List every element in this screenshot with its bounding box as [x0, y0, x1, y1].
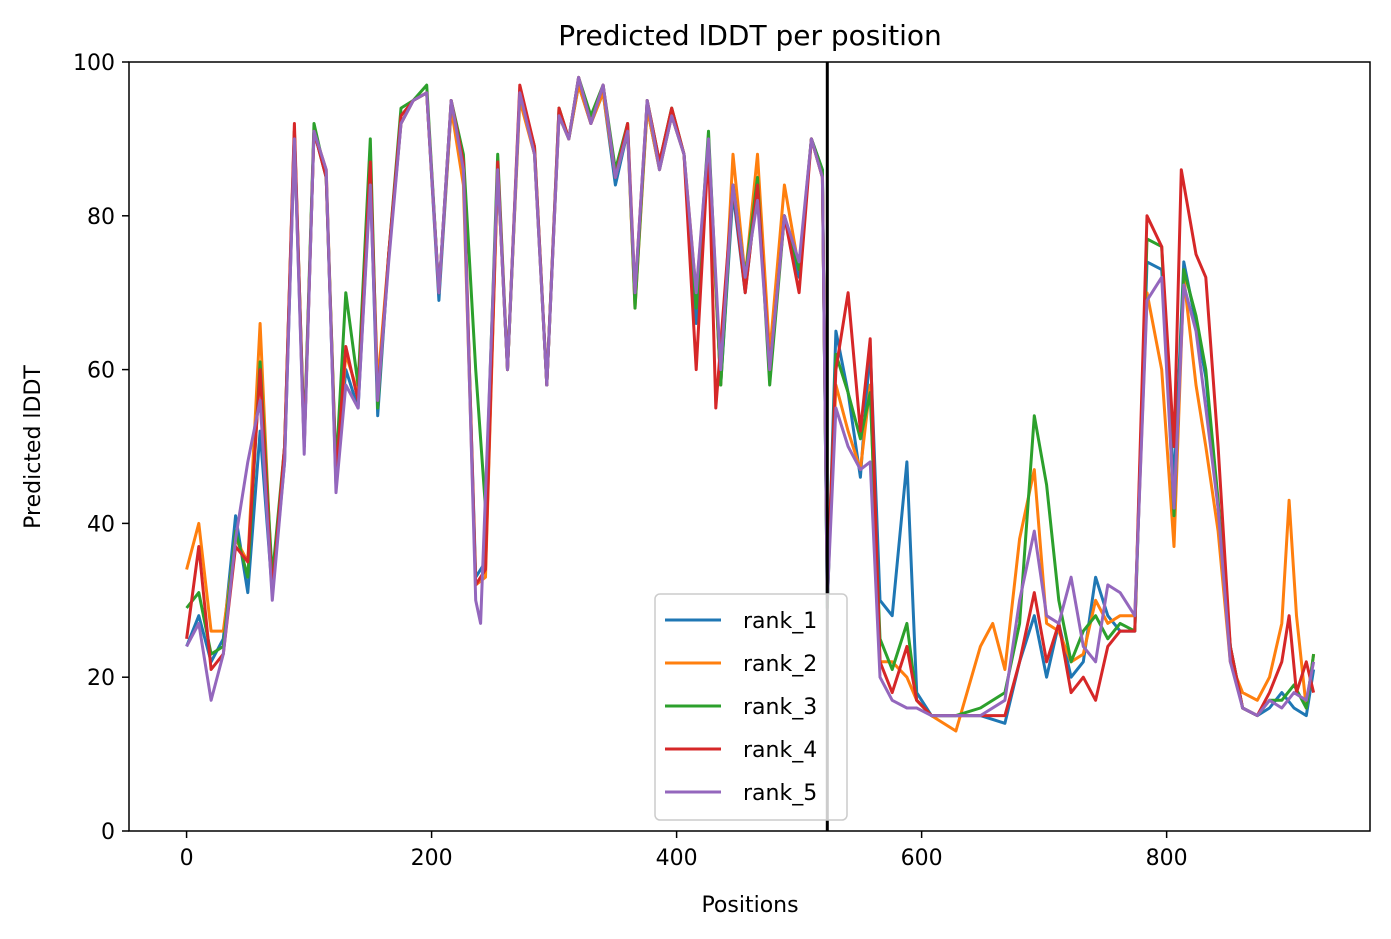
series-line-rank_5 [185, 75, 1316, 718]
y-axis-title: Predicted lDDT [21, 365, 46, 529]
legend-label-rank_5: rank_5 [743, 781, 817, 806]
legend-box [654, 593, 848, 821]
x-tick-label: 600 [901, 846, 943, 871]
legend-label-rank_4: rank_4 [743, 738, 817, 763]
x-tick-label: 400 [656, 846, 698, 871]
x-axis-title: Positions [701, 893, 798, 918]
y-tick-label: 60 [87, 359, 115, 384]
y-tick-label: 0 [101, 820, 115, 845]
y-tick-label: 100 [73, 51, 115, 76]
legend-label-rank_1: rank_1 [743, 609, 817, 634]
x-tick-label: 0 [180, 846, 194, 871]
x-axis: 0 200 400 600 800 [180, 831, 1188, 871]
y-axis: 0 20 40 60 80 100 [73, 51, 129, 845]
y-tick-label: 20 [87, 666, 115, 691]
legend-label-rank_2: rank_2 [743, 652, 817, 677]
y-tick-label: 40 [87, 512, 115, 537]
x-tick-label: 200 [411, 846, 453, 871]
x-tick-label: 800 [1146, 846, 1188, 871]
y-tick-label: 80 [87, 205, 115, 230]
chart-title: Predicted lDDT per position [558, 19, 942, 52]
series-layer [185, 75, 1316, 733]
legend-label-rank_3: rank_3 [743, 695, 817, 720]
plot-area-frame [128, 61, 1371, 832]
legend: rank_1 rank_2 rank_3 rank_4 rank_5 [654, 593, 848, 821]
